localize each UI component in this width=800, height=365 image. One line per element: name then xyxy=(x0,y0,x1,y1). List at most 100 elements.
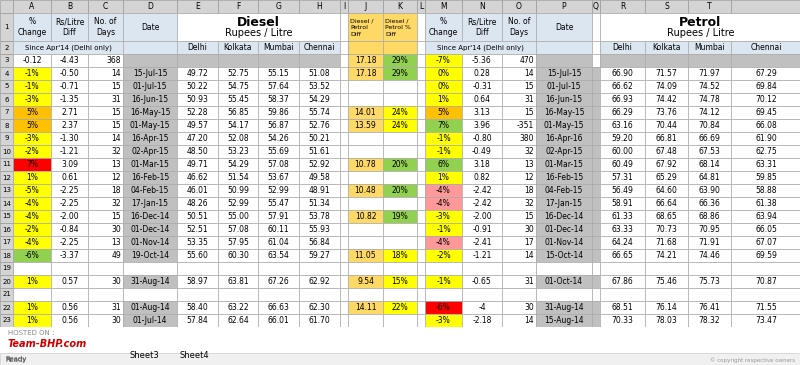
Text: 52.76: 52.76 xyxy=(309,121,330,130)
FancyBboxPatch shape xyxy=(218,0,258,13)
FancyBboxPatch shape xyxy=(600,145,645,158)
FancyBboxPatch shape xyxy=(348,236,383,249)
FancyBboxPatch shape xyxy=(417,236,425,249)
Text: 51.08: 51.08 xyxy=(309,69,330,78)
FancyBboxPatch shape xyxy=(462,54,502,67)
Text: HOSTED ON :: HOSTED ON : xyxy=(8,330,54,336)
FancyBboxPatch shape xyxy=(0,197,13,210)
FancyBboxPatch shape xyxy=(688,93,731,106)
Text: 14: 14 xyxy=(111,134,121,143)
Text: 9: 9 xyxy=(4,135,9,142)
Text: -6%: -6% xyxy=(25,251,39,260)
Text: 48.50: 48.50 xyxy=(186,147,208,156)
FancyBboxPatch shape xyxy=(536,197,592,210)
Text: 23: 23 xyxy=(2,318,11,323)
Text: G: G xyxy=(275,2,282,11)
Text: 20%: 20% xyxy=(392,186,408,195)
Text: 49.71: 49.71 xyxy=(186,160,208,169)
Text: 71.57: 71.57 xyxy=(656,69,678,78)
FancyBboxPatch shape xyxy=(340,67,348,80)
Text: 15: 15 xyxy=(111,121,121,130)
Text: -4: -4 xyxy=(478,303,486,312)
Text: 18: 18 xyxy=(2,253,11,258)
Text: 18: 18 xyxy=(111,186,121,195)
Text: 60.11: 60.11 xyxy=(268,225,290,234)
Text: Date: Date xyxy=(141,23,159,31)
FancyBboxPatch shape xyxy=(123,54,177,67)
FancyBboxPatch shape xyxy=(177,236,218,249)
Text: 50.51: 50.51 xyxy=(186,212,208,221)
FancyBboxPatch shape xyxy=(0,93,13,106)
FancyBboxPatch shape xyxy=(88,67,123,80)
FancyBboxPatch shape xyxy=(417,249,425,262)
FancyBboxPatch shape xyxy=(218,54,258,67)
FancyBboxPatch shape xyxy=(536,314,592,327)
Text: 51.54: 51.54 xyxy=(227,173,249,182)
Text: -1%: -1% xyxy=(25,82,39,91)
FancyBboxPatch shape xyxy=(177,314,218,327)
Text: 60.30: 60.30 xyxy=(227,251,249,260)
FancyBboxPatch shape xyxy=(348,13,383,41)
Text: 15-Jul-15: 15-Jul-15 xyxy=(133,69,167,78)
FancyBboxPatch shape xyxy=(645,158,688,171)
Text: 54.26: 54.26 xyxy=(268,134,290,143)
FancyBboxPatch shape xyxy=(600,54,645,67)
FancyBboxPatch shape xyxy=(0,210,13,223)
FancyBboxPatch shape xyxy=(592,54,600,67)
Text: 15: 15 xyxy=(111,108,121,117)
FancyBboxPatch shape xyxy=(258,106,299,119)
Text: 01-Jul-15: 01-Jul-15 xyxy=(133,82,167,91)
Text: 74.12: 74.12 xyxy=(698,108,720,117)
FancyBboxPatch shape xyxy=(51,262,88,275)
FancyBboxPatch shape xyxy=(13,67,51,80)
FancyBboxPatch shape xyxy=(502,210,536,223)
FancyBboxPatch shape xyxy=(600,210,645,223)
Text: 368: 368 xyxy=(106,56,121,65)
FancyBboxPatch shape xyxy=(645,0,688,13)
FancyBboxPatch shape xyxy=(645,106,688,119)
FancyBboxPatch shape xyxy=(13,119,51,132)
Text: 52.51: 52.51 xyxy=(186,225,208,234)
Text: 55.60: 55.60 xyxy=(186,251,209,260)
FancyBboxPatch shape xyxy=(383,210,417,223)
FancyBboxPatch shape xyxy=(462,314,502,327)
FancyBboxPatch shape xyxy=(462,288,502,301)
FancyBboxPatch shape xyxy=(502,275,536,288)
FancyBboxPatch shape xyxy=(425,54,462,67)
FancyBboxPatch shape xyxy=(592,67,600,80)
FancyBboxPatch shape xyxy=(13,80,51,93)
Text: 61.33: 61.33 xyxy=(612,212,634,221)
FancyBboxPatch shape xyxy=(645,80,688,93)
Text: 10.78: 10.78 xyxy=(354,160,376,169)
FancyBboxPatch shape xyxy=(0,41,13,54)
Text: 12: 12 xyxy=(2,174,11,181)
Text: 70.73: 70.73 xyxy=(655,225,678,234)
FancyBboxPatch shape xyxy=(425,262,462,275)
FancyBboxPatch shape xyxy=(348,67,383,80)
FancyBboxPatch shape xyxy=(51,249,88,262)
Text: 76.14: 76.14 xyxy=(656,303,678,312)
Text: 56.85: 56.85 xyxy=(227,108,249,117)
FancyBboxPatch shape xyxy=(258,275,299,288)
FancyBboxPatch shape xyxy=(592,80,600,93)
Text: 01-May-15: 01-May-15 xyxy=(130,121,170,130)
Text: 24%: 24% xyxy=(392,108,408,117)
Text: 63.31: 63.31 xyxy=(755,160,777,169)
Text: P: P xyxy=(562,2,566,11)
Text: 30: 30 xyxy=(111,316,121,325)
Text: 1: 1 xyxy=(4,24,9,30)
FancyBboxPatch shape xyxy=(348,288,383,301)
FancyBboxPatch shape xyxy=(177,210,218,223)
FancyBboxPatch shape xyxy=(123,236,177,249)
Text: -2.25: -2.25 xyxy=(60,199,79,208)
FancyBboxPatch shape xyxy=(425,145,462,158)
FancyBboxPatch shape xyxy=(592,41,600,54)
FancyBboxPatch shape xyxy=(417,145,425,158)
Text: 68.65: 68.65 xyxy=(656,212,678,221)
FancyBboxPatch shape xyxy=(51,0,88,13)
Text: 30: 30 xyxy=(111,225,121,234)
FancyBboxPatch shape xyxy=(177,288,218,301)
FancyBboxPatch shape xyxy=(258,93,299,106)
FancyBboxPatch shape xyxy=(123,41,177,54)
FancyBboxPatch shape xyxy=(731,184,800,197)
